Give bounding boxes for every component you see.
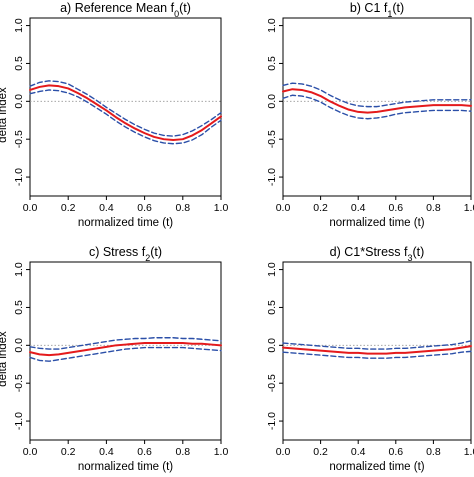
chart-title-suffix: (t) (413, 245, 425, 259)
x-tick-label: 0.0 (276, 446, 291, 458)
plot-frame (29, 17, 222, 197)
chart-title: a) Reference Mean f0(t) (60, 1, 191, 19)
x-tick-label: 0.4 (351, 446, 366, 458)
x-tick-label: 0.4 (351, 202, 366, 214)
chart-title-suffix: (t) (392, 1, 404, 15)
x-tick-label: 0.2 (313, 202, 328, 214)
chart-title-main: d) C1*Stress f (330, 245, 408, 259)
y-tick-label: -0.5 (266, 130, 278, 148)
x-tick-label: 1.0 (464, 202, 474, 214)
plot-frame (29, 261, 222, 441)
chart-title: d) C1*Stress f3(t) (330, 245, 425, 263)
x-tick-label: 0.8 (175, 202, 190, 214)
chart-title-main: c) Stress f (89, 245, 146, 259)
lower-confidence-curve (29, 89, 222, 145)
y-tick-label: 0.5 (13, 300, 25, 315)
chart-title-subscript: 3 (407, 253, 412, 263)
x-tick-label: 0.2 (61, 446, 76, 458)
chart-title: c) Stress f2(t) (89, 245, 162, 263)
y-tick-label: 0.0 (266, 338, 278, 353)
plot-frame (282, 261, 472, 441)
chart-panel-0: a) Reference Mean f0(t) 0.0 0.2 0.4 0.6 0.8 1.… (0, 1, 228, 229)
y-tick-label: -1.0 (13, 168, 25, 186)
y-tick-label: -0.5 (13, 130, 25, 148)
mean-curve (29, 84, 222, 141)
x-tick-label: 0.2 (61, 202, 76, 214)
chart-panel-3: d) C1*Stress f3(t) 0.0 0.2 0.4 0.6 0.8 1.0 -1.0… (266, 245, 474, 473)
mean-curve (282, 345, 472, 355)
x-tick-label: 0.8 (426, 202, 441, 214)
upper-confidence-curve (282, 82, 472, 108)
chart-title-subscript: 2 (145, 253, 150, 263)
y-tick-label: 0.5 (13, 56, 25, 71)
x-axis-label: normalized time (t) (329, 217, 424, 229)
y-tick-label: -1.0 (13, 412, 25, 430)
upper-confidence-curve (29, 337, 222, 350)
x-axis-label: normalized time (t) (78, 217, 173, 229)
x-tick-label: 0.6 (137, 446, 152, 458)
y-tick-label: -1.0 (266, 412, 278, 430)
x-tick-label: 0.2 (313, 446, 328, 458)
plot-frame (282, 17, 472, 197)
chart-panel-2: c) Stress f2(t) 0.0 0.2 0.4 0.6 0.8 1.0 -1.0 -0.… (0, 245, 228, 473)
y-tick-label: 0.0 (13, 338, 25, 353)
y-tick-label: -0.5 (266, 374, 278, 392)
chart-title-suffix: (t) (150, 245, 162, 259)
x-tick-label: 0.0 (23, 446, 38, 458)
x-tick-label: 0.4 (99, 202, 114, 214)
x-tick-label: 0.8 (426, 446, 441, 458)
x-axis-label: normalized time (t) (78, 461, 173, 473)
upper-confidence-curve (282, 340, 472, 350)
chart-title-main: a) Reference Mean f (60, 1, 174, 15)
x-tick-label: 1.0 (464, 446, 474, 458)
y-tick-label: 0.5 (266, 56, 278, 71)
x-tick-label: 0.6 (388, 202, 403, 214)
y-tick-label: -0.5 (13, 374, 25, 392)
chart-title: b) C1 f1(t) (350, 1, 404, 19)
chart-title-suffix: (t) (179, 1, 191, 15)
chart-title-main: b) C1 f (350, 1, 388, 15)
x-tick-label: 0.0 (276, 202, 291, 214)
x-tick-label: 1.0 (214, 202, 229, 214)
y-tick-label: 0.0 (13, 94, 25, 109)
y-tick-label: 1.0 (266, 262, 278, 277)
x-tick-label: 0.0 (23, 202, 38, 214)
lower-confidence-curve (282, 94, 472, 120)
lower-confidence-curve (282, 350, 472, 359)
chart-title-subscript: 1 (387, 9, 392, 19)
y-axis-label: delta index (0, 331, 9, 387)
y-tick-label: 1.0 (13, 18, 25, 33)
mean-curve (282, 88, 472, 114)
y-tick-label: 1.0 (13, 262, 25, 277)
x-tick-label: 0.6 (388, 446, 403, 458)
chart-title-subscript: 0 (174, 9, 179, 19)
x-axis-label: normalized time (t) (329, 461, 424, 473)
y-tick-label: 0.5 (266, 300, 278, 315)
x-tick-label: 1.0 (214, 446, 229, 458)
y-tick-label: 1.0 (266, 18, 278, 33)
upper-confidence-curve (29, 80, 222, 137)
lower-confidence-curve (29, 346, 222, 362)
x-tick-label: 0.8 (175, 446, 190, 458)
y-tick-label: -1.0 (266, 168, 278, 186)
x-tick-label: 0.4 (99, 446, 114, 458)
chart-panel-1: b) C1 f1(t) 0.0 0.2 0.4 0.6 0.8 1.0 -1.0 -0.5 0.0… (266, 1, 474, 229)
y-tick-label: 0.0 (266, 94, 278, 109)
x-tick-label: 0.6 (137, 202, 152, 214)
mean-curve (29, 342, 222, 357)
y-axis-label: delta index (0, 87, 9, 143)
